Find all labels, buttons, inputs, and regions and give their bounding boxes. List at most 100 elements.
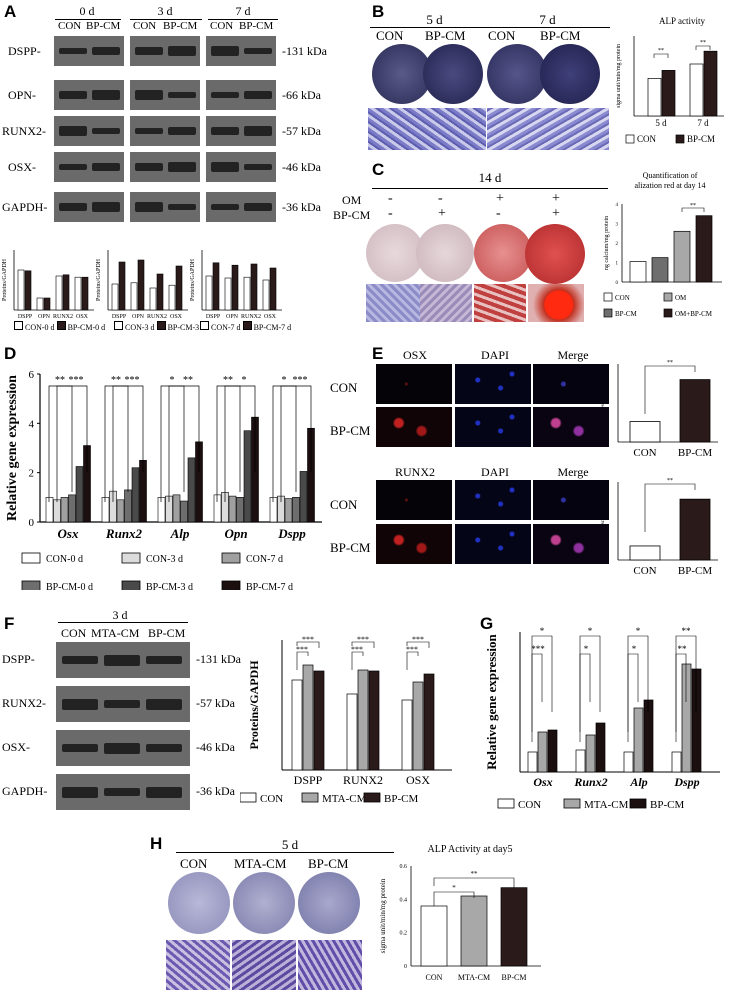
c-tick-0: 0 [616,281,619,286]
a-band-4-2-1 [244,203,272,211]
f-sig-line-b-0 [296,641,320,648]
f-bar-0-2 [313,670,325,771]
f-bar-2-0 [401,699,413,771]
a-ylabel-0: Proteins/GAPDH [2,258,8,301]
b-legend-box-1 [675,134,685,144]
c-sign-1-0: - [388,206,393,221]
d-sig-a-4: * [282,375,287,386]
c-tick-3: 3 [616,223,619,228]
a-protein-label-4: GAPDH- [2,200,48,214]
a-band-2-0-0 [59,126,87,136]
d-sig-line-a-0 [48,385,73,502]
d-bar-0-0 [45,497,54,523]
a-bar-0-0-0 [17,269,25,311]
a-band-1-0-0 [59,91,87,99]
e-col-osx: OSX [402,348,427,362]
panel-f-chart: Proteins/GAPDH******DSPP******RUNX2*****… [240,635,452,805]
a-bar-0-0-1 [24,270,32,311]
f-protein-label-1: RUNX2- [2,696,46,710]
a-cat-1-1: OPN [132,314,145,320]
panel-f-label: F [4,614,15,633]
e1-sig: ** [667,360,673,366]
g-sig-b-0: *** [531,644,545,654]
f-legend-0: CON [260,793,283,805]
f-protein-label-0: DSPP- [2,652,35,666]
h-micro-1 [166,940,230,990]
c-sig-line [681,207,705,212]
d-sig-line-a-1 [104,385,129,502]
e-fl-0-1 [455,364,531,404]
f-ylabel: Proteins/GAPDH [247,660,261,750]
a-bar-0-3-1 [81,276,89,311]
f-protein-label-3: GAPDH- [2,784,48,798]
g-cat-2: Alp [629,775,647,789]
g-bar-3-0 [671,751,682,773]
h-micro-2 [232,940,296,990]
c-title-1: Quantification of [643,171,698,180]
e-fl-3-2 [533,524,609,564]
g-bar-1-2 [595,722,606,773]
b-sig-1: ** [700,40,706,46]
h-cat-1: MTA-CM [458,973,490,982]
a-bar-1-1-1 [137,259,145,311]
h-ylabel: sigma unit/min/mg protein [379,878,387,953]
a-ylabel-2: Proteins/GAPDH [190,258,196,301]
panel-c-label: C [372,160,385,179]
g-cat-3: Dspp [673,775,699,789]
d-bar-2-4 [187,457,196,523]
a-band-2-2-1 [244,126,272,136]
d-cat-2: Alp [170,526,190,541]
c-legend-0: CON [615,294,630,302]
a-cat-0-3: OSX [76,314,89,320]
d-sig-line-b-4 [280,385,312,502]
h-sig-1: * [452,884,456,892]
d-bar-4-0 [269,497,278,523]
f-band-3-2 [146,786,182,798]
f-sig-line-b-1 [351,641,375,648]
b-bar-1-1 [703,50,718,117]
g-sig-a-2: * [636,626,641,636]
f-lane-con: CON [61,626,87,640]
a-cat-2-3: OSX [264,314,277,320]
b-cat-1: 7 d [697,118,709,128]
a-bar-1-3-0 [168,284,176,311]
d-cat-1: Runx2 [105,526,143,541]
d-bar-1-3 [124,489,132,523]
g-legend-box-0 [497,798,515,809]
a-band-0-1-1 [168,46,196,56]
d-bar-1-2 [116,499,125,523]
d-sig-a-0: ** [55,375,65,386]
a-legend-con3: CON-3 d [125,323,155,332]
e2-sig: ** [667,478,673,484]
a-band-0-0-0 [59,48,87,54]
b-legend-0: CON [637,134,657,144]
f-sig-b-2: *** [412,635,424,644]
panel-a-label: A [4,2,17,21]
f-sig-a-2: *** [406,645,418,654]
e-fl-3-1 [455,524,531,564]
d-bar-4-3 [292,497,300,523]
e2-bar-1 [679,498,711,561]
a-cat-1-3: OSX [170,314,183,320]
g-sig-line-b-2 [627,653,639,732]
e1-cat-0: CON [633,447,656,459]
e2-ylabel: Mean Fluorescence Intensity [601,492,606,550]
d-sig-b-4: *** [293,375,308,386]
e-fl-3-0 [376,524,452,564]
h-cat-2: BP-CM [502,973,527,982]
b-bar-0-0 [647,78,662,117]
h-lane-bp: BP-CM [308,856,349,871]
f-legend-box-2 [363,792,381,803]
c-sign-0-3: + [552,191,560,206]
a-cat-0-1: OPN [38,314,51,320]
a-band-1-0-1 [92,90,120,100]
d-tick-4: 4 [29,418,35,430]
d-legend-box-0 [21,552,41,564]
a-protein-label-1: OPN- [8,88,37,102]
c-tick-2: 2 [616,242,619,247]
f-lane-bp: BP-CM [148,626,186,640]
h-lane-con: CON [180,856,208,871]
a-bar-1-0-1 [118,261,126,311]
